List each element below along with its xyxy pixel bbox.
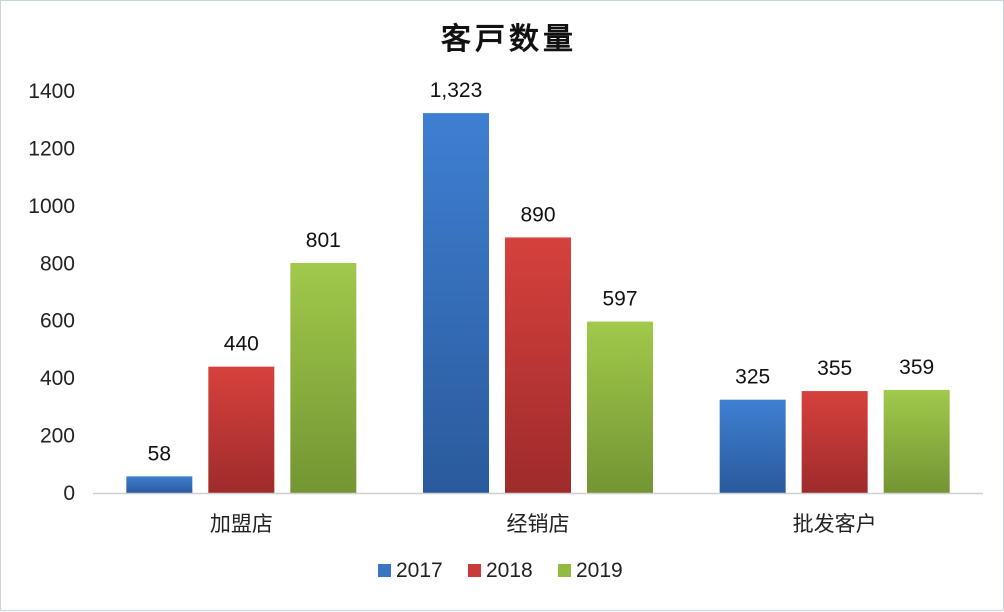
legend-swatch-2018	[468, 564, 481, 577]
bar-2018-2	[505, 237, 571, 493]
legend-swatch-2019	[558, 564, 571, 577]
data-label: 801	[306, 229, 341, 252]
bars-group: 58 440 801 1,323 890 597 325 355 359	[126, 79, 950, 494]
data-label: 1,323	[430, 79, 483, 102]
data-label: 58	[148, 442, 171, 465]
legend-label: 2018	[486, 559, 533, 582]
legend-swatch-2017	[378, 564, 391, 577]
y-tick-label: 400	[40, 367, 75, 390]
chart-title: 客戸数量	[441, 22, 577, 57]
bar-2017-1	[126, 476, 193, 493]
legend-label: 2019	[576, 559, 623, 582]
bar-2017-3	[719, 399, 786, 493]
y-tick-label: 800	[40, 252, 75, 275]
data-label: 359	[899, 356, 934, 379]
data-label: 890	[520, 203, 555, 226]
x-tick-label: 经销店	[507, 512, 570, 536]
y-tick-label: 200	[40, 425, 75, 448]
data-label: 440	[224, 333, 259, 356]
y-tick-label: 1000	[28, 195, 75, 218]
bar-2018-1	[208, 366, 275, 493]
y-tick-label: 0	[63, 482, 75, 505]
data-label: 597	[602, 288, 637, 311]
x-axis: 加盟店 经销店 批发客户	[93, 492, 983, 536]
data-label: 325	[735, 366, 770, 389]
x-tick-label: 加盟店	[210, 512, 273, 536]
legend-label: 2017	[396, 559, 443, 582]
y-tick-label: 1200	[28, 137, 75, 160]
y-tick-label: 600	[40, 310, 75, 333]
bar-2019-2	[587, 321, 653, 493]
y-tick-label: 1400	[28, 80, 75, 103]
data-label: 355	[817, 357, 852, 380]
x-tick-label: 批发客户	[793, 512, 877, 536]
y-axis: 0 200 400 600 800 1000 1200 1400	[28, 80, 75, 505]
bar-2019-3	[883, 389, 950, 493]
bar-2018-3	[801, 391, 868, 493]
bar-2019-1	[290, 262, 357, 493]
bar-2017-2	[423, 113, 489, 494]
legend: 2017 2018 2019	[378, 559, 623, 582]
